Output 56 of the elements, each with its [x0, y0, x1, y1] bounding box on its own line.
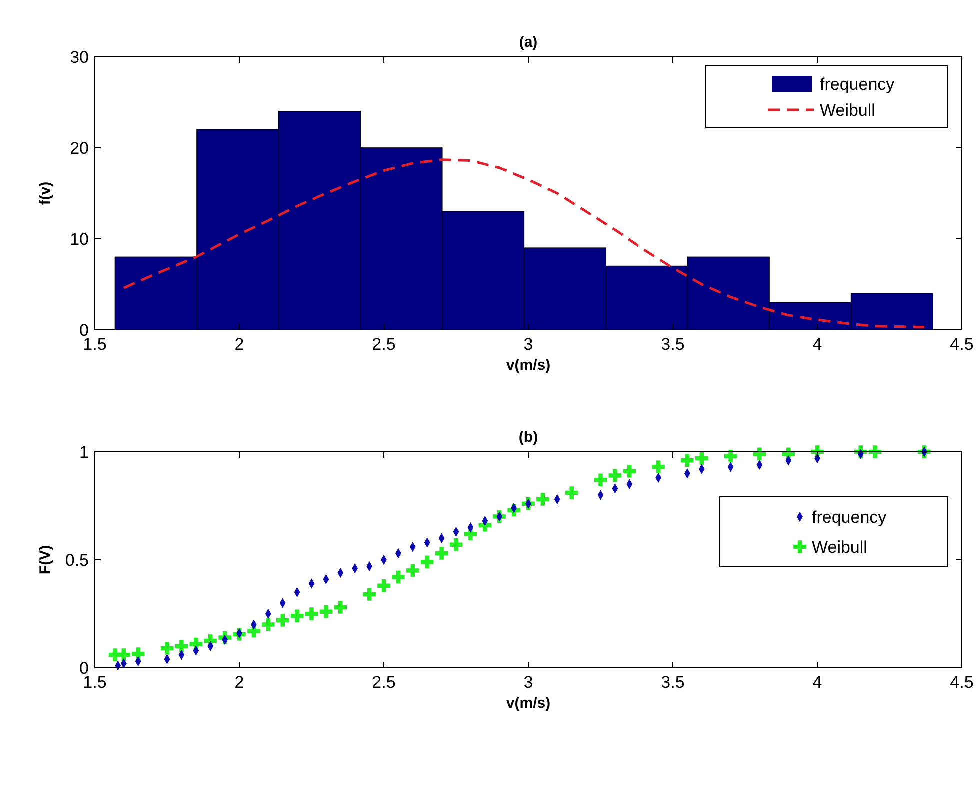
legend-label: frequency	[812, 508, 888, 527]
point	[406, 564, 420, 578]
x-tick-label: 2.5	[372, 335, 396, 354]
x-axis-title: v(m/s)	[506, 357, 551, 374]
x-tick-label: 3	[524, 673, 534, 692]
y-tick-label: 1	[80, 442, 89, 462]
point	[608, 469, 622, 482]
point	[276, 614, 290, 627]
x-tick-label: 3.5	[661, 673, 685, 692]
point	[175, 640, 188, 653]
x-tick-label: 2	[234, 335, 244, 354]
point	[420, 556, 434, 569]
point	[724, 450, 738, 463]
x-tick-label: 4.5	[950, 673, 974, 692]
point	[435, 547, 448, 560]
y-tick-label: 10	[70, 230, 89, 249]
x-tick-label: 1.5	[83, 673, 107, 692]
point	[392, 570, 405, 584]
x-tick-label: 1.5	[83, 335, 107, 354]
point	[681, 454, 694, 468]
y-tick-label: 20	[70, 138, 89, 158]
legend-label: Weibull	[820, 100, 876, 120]
x-tick-label: 4	[812, 335, 822, 354]
point	[623, 465, 636, 478]
point	[160, 642, 174, 655]
x-tick-label: 3	[524, 335, 534, 354]
legend-label: Weibull	[812, 538, 868, 557]
point	[363, 588, 376, 601]
point	[305, 608, 318, 620]
x-axis-title: v(m/s)	[506, 695, 551, 712]
point	[536, 493, 550, 506]
point	[652, 460, 665, 474]
x-tick-label: 2	[234, 673, 244, 692]
point	[450, 538, 463, 552]
point	[118, 648, 130, 662]
point	[696, 452, 708, 465]
x-tick-label: 4	[812, 673, 822, 692]
x-tick-label: 4.5	[950, 335, 974, 354]
x-tick-label: 3.5	[661, 335, 685, 354]
point	[320, 605, 333, 618]
chart-title: (b)	[518, 429, 538, 446]
y-tick-label: 0.5	[65, 550, 89, 570]
legend-label: frequency	[820, 74, 896, 94]
point	[753, 448, 766, 461]
y-axis-title: f(v)	[37, 182, 54, 206]
line-series	[122, 158, 926, 329]
point	[565, 486, 578, 500]
point	[334, 601, 348, 614]
point	[262, 618, 275, 632]
point	[378, 580, 390, 592]
chart-title: (a)	[519, 34, 538, 51]
point	[290, 610, 304, 623]
y-tick-label: 30	[70, 48, 89, 67]
y-axis-title: F(V)	[37, 545, 54, 575]
point	[594, 474, 608, 486]
x-tick-label: 2.5	[372, 673, 396, 692]
